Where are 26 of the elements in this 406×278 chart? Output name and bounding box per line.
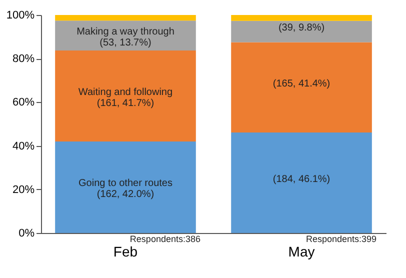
series-label: Making a way through [76,26,174,38]
x-tick-label: Feb [113,244,138,260]
bar [55,15,196,21]
bar [231,42,372,132]
y-tick-label: 40% [12,140,35,152]
bar [55,141,196,233]
bar [55,50,196,142]
y-tick-label: 80% [12,53,35,66]
x-tick-label: May [288,244,315,260]
series-label: Waiting and following [78,86,173,98]
data-label: (39, 9.8%) [278,22,325,34]
bar [231,15,372,21]
data-label: (53, 13.7%) [100,38,152,49]
bar [231,132,372,233]
data-label: (165, 41.4%) [272,78,330,90]
data-label: (162, 42.0%) [96,189,154,200]
y-tick-label: 0% [18,228,35,240]
data-label: (184, 46.1%) [272,174,330,185]
bar [231,20,372,42]
y-tick-label: 60% [12,96,35,109]
y-tick-label: 100% [6,10,35,22]
text: Respondents:386 [130,234,200,244]
data-label: (161, 41.7%) [96,98,154,109]
series-label: Going to other routes [78,178,172,190]
y-tick-label: 20% [12,184,35,196]
text: Respondents:399 [306,234,377,244]
